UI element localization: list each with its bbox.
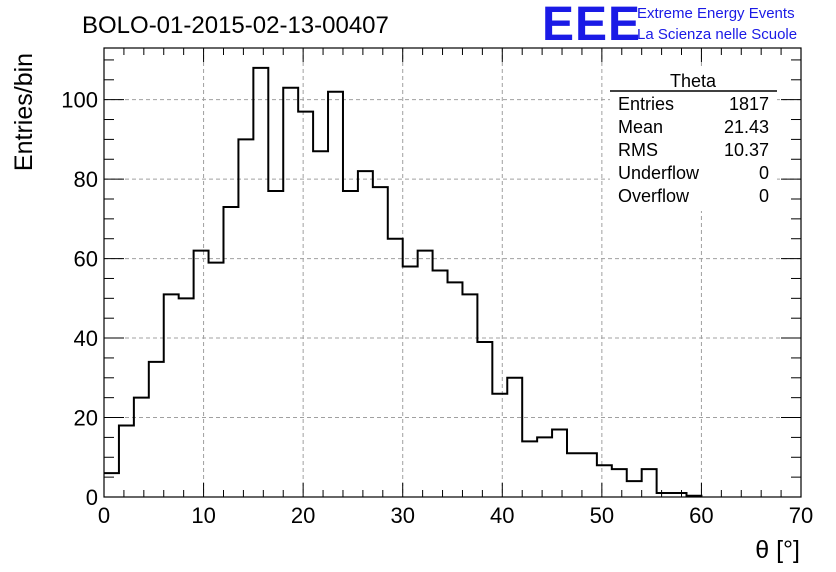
histogram-bin	[567, 453, 582, 497]
histogram-bin	[343, 191, 358, 497]
histogram-bin	[477, 342, 492, 497]
stats-box-background	[610, 69, 777, 211]
stats-box: Theta Entries 1817 Mean 21.43 RMS 10.37 Underf…	[610, 69, 777, 211]
histogram-bin	[298, 112, 313, 497]
histogram-bin	[462, 294, 477, 497]
histogram-bin	[373, 187, 388, 497]
stats-row-value: 0	[759, 163, 769, 183]
histogram-bin	[358, 171, 373, 497]
chart-title: BOLO-01-2015-02-13-00407	[82, 12, 389, 39]
y-tick-label: 0	[86, 485, 98, 510]
x-tick-label: 40	[490, 503, 514, 528]
histogram-bin	[418, 251, 433, 497]
histogram-bin	[433, 271, 448, 497]
histogram-bin	[642, 469, 657, 497]
histogram-bin	[582, 453, 597, 497]
stats-row-value: 10.37	[724, 140, 769, 160]
histogram-bin	[209, 263, 224, 497]
histogram-bin	[627, 481, 642, 497]
x-tick-label: 70	[789, 503, 813, 528]
histogram-bin	[119, 425, 134, 497]
histogram-bin	[403, 267, 418, 497]
y-tick-label: 60	[74, 247, 98, 272]
stats-row-label: Mean	[618, 117, 663, 137]
x-tick-label: 50	[590, 503, 614, 528]
histogram-bin	[164, 294, 179, 497]
histogram-bin	[537, 437, 552, 497]
histogram-bin	[448, 282, 463, 497]
x-tick-label: 60	[689, 503, 713, 528]
tick-labels: 0 10 20 30 40 50 60 70 0 20 40 60 80 100	[61, 88, 813, 528]
stats-box-title: Theta	[670, 71, 717, 91]
histogram-bin	[253, 68, 268, 497]
stats-row-value: 21.43	[724, 117, 769, 137]
x-tick-label: 10	[191, 503, 215, 528]
logo-caption-line1: Extreme Energy Events	[637, 5, 795, 22]
grid	[104, 48, 801, 497]
stats-row-label: Overflow	[618, 186, 690, 206]
histogram-bin	[552, 429, 567, 497]
stats-row-label: RMS	[618, 140, 658, 160]
x-axis-title: θ [°]	[755, 536, 800, 564]
stats-row-label: Entries	[618, 94, 674, 114]
histogram-bin	[194, 251, 209, 497]
y-tick-label: 100	[61, 88, 98, 113]
histogram-bin	[328, 92, 343, 497]
x-tick-label: 30	[390, 503, 414, 528]
histogram-bin	[388, 239, 403, 497]
logo-caption-line2: La Scienza nelle Scuole	[637, 26, 797, 43]
histogram-bin	[313, 151, 328, 497]
plot-frame	[103, 47, 802, 498]
histogram-bin	[597, 465, 612, 497]
histogram-bin	[612, 469, 627, 497]
stats-row-value: 1817	[729, 94, 769, 114]
y-tick-label: 20	[74, 406, 98, 431]
eee-logo: EEE Extreme Energy Events La Scienza nel…	[542, 0, 797, 51]
stats-row-value: 0	[759, 186, 769, 206]
x-tick-label: 0	[98, 503, 110, 528]
histogram-bin	[179, 298, 194, 497]
histogram-bin	[149, 362, 164, 497]
histogram-bin	[238, 139, 253, 497]
histogram-outline	[104, 66, 703, 497]
histogram-bin	[522, 441, 537, 497]
histogram-bin	[283, 88, 298, 497]
x-tick-label: 20	[291, 503, 315, 528]
y-axis-title: Entries/bin	[10, 53, 38, 171]
stats-row-label: Underflow	[618, 163, 700, 183]
histogram-bin	[268, 191, 283, 497]
histogram-series	[104, 66, 703, 497]
histogram-bin	[492, 394, 507, 497]
y-tick-label: 80	[74, 167, 98, 192]
histogram-bin	[134, 398, 149, 497]
axis-ticks	[103, 48, 802, 498]
y-tick-label: 40	[74, 326, 98, 351]
histogram-bin	[507, 378, 522, 497]
logo-mark: EEE	[542, 0, 641, 51]
histogram-bin	[223, 207, 238, 497]
